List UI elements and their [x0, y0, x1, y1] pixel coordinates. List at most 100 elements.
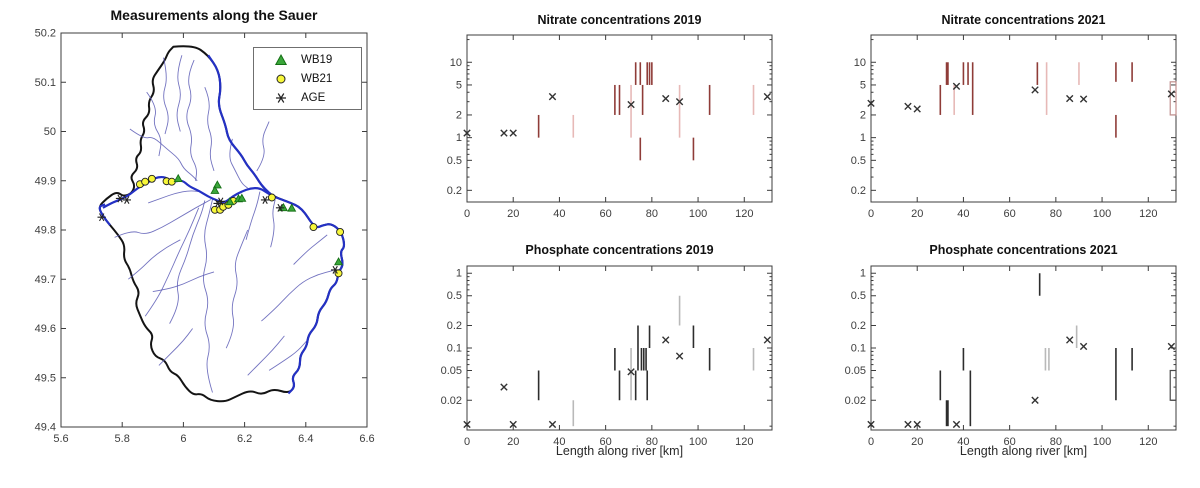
legend-item-wb19: WB19 [274, 51, 357, 69]
station-measurement-x [500, 129, 508, 137]
tributary-river [144, 207, 200, 317]
river-network [114, 55, 334, 393]
x-tick-label: 6.2 [237, 433, 252, 445]
station-measurement-x [1031, 86, 1039, 94]
nitrate-2021-panel: 0 20 40 60 80 100 120 0.2 0.5 1 2 5 10 [851, 34, 1177, 220]
map-legend: WB19 WB21 AGE [253, 47, 362, 110]
age-marker [216, 197, 225, 206]
wb19-marker [278, 202, 289, 212]
station-measurement-x [867, 99, 875, 108]
y-tick-label: 0.1 [447, 343, 462, 355]
main-river-sauer [207, 54, 275, 198]
station-measurement-x [952, 420, 961, 429]
x-tick-label: 6.6 [359, 433, 374, 445]
x-tick-label: 80 [646, 436, 658, 448]
wb21-marker [336, 228, 345, 236]
wb19-marker [212, 180, 222, 189]
nitrate-2019-title: Nitrate concentrations 2019 [537, 13, 702, 27]
y-tick-label: 1 [456, 268, 462, 280]
legend-label-wb19: WB19 [301, 53, 333, 66]
y-tick-label: 49.4 [35, 422, 56, 434]
age-marker [122, 195, 131, 204]
x-tick-label: 100 [1093, 208, 1111, 220]
age-marker [260, 195, 270, 204]
phosphate-2019-panel: 0 20 40 60 80 100 120 0.02 0.05 0.1 0.2 0.5 1 [441, 265, 773, 448]
tributary-river [256, 121, 270, 172]
station-measurement-x [952, 82, 961, 90]
y-tick-label: 5 [456, 79, 462, 91]
axes-box [870, 34, 1177, 203]
tributary-river [163, 57, 169, 135]
main-river-sauer [273, 195, 346, 395]
edge-range-box [1169, 81, 1177, 116]
x-tick-label: 120 [1139, 436, 1157, 448]
phosphate-2019-title: Phosphate concentrations 2019 [525, 243, 714, 257]
y-tick-label: 1 [860, 132, 866, 144]
tributary-river [261, 269, 334, 322]
tributary-river [247, 335, 285, 376]
nitrate-2021-title: Nitrate concentrations 2021 [941, 13, 1106, 27]
wb19-marker [237, 193, 247, 202]
x-tick-label: 40 [957, 208, 969, 220]
station-measurement-x [675, 97, 684, 106]
tributary-river [225, 229, 249, 349]
map-title: Measurements along the Sauer [110, 7, 318, 23]
station-measurement-x [1079, 342, 1088, 351]
x-tick-label: 20 [911, 208, 923, 220]
station-measurement-x [1031, 396, 1039, 404]
y-tick-label: 0.02 [441, 395, 462, 407]
y-tick-label: 49.5 [35, 372, 56, 384]
x-tick-label: 120 [1139, 208, 1157, 220]
x-tick-label: 60 [1004, 436, 1016, 448]
x-tick-label: 80 [1050, 208, 1062, 220]
axes-box [466, 34, 773, 203]
legend-item-wb21: WB21 [274, 70, 357, 88]
wb19-marker [173, 173, 183, 183]
axes-box [466, 265, 773, 431]
tributary-river [152, 271, 215, 293]
wb21-marker [309, 223, 318, 231]
station-measurement-x [1079, 95, 1088, 103]
x-tick-label: 80 [1050, 436, 1062, 448]
x-tick-label: 6 [180, 433, 186, 445]
station-measurement-x [1167, 90, 1176, 98]
station-measurement-x [627, 368, 635, 376]
wb19-triangle-icon [274, 53, 288, 65]
tributary-river [128, 239, 181, 280]
phosphate-2019-xaxis-label: Length along river [km] [555, 444, 684, 458]
tributary-river [268, 338, 310, 371]
tributary-river [229, 138, 248, 189]
tributary-river [186, 59, 197, 181]
x-tick-label: 60 [600, 436, 612, 448]
x-tick-label: 100 [689, 208, 707, 220]
station-measurement-x [1066, 94, 1074, 103]
y-tick-label: 49.9 [35, 175, 56, 187]
tributary-river [203, 199, 213, 393]
y-tick-label: 0.05 [441, 365, 462, 377]
station-measurement-x [763, 92, 772, 101]
station-measurement-x [662, 336, 670, 344]
x-tick-label: 0 [464, 436, 470, 448]
x-tick-label: 40 [553, 208, 565, 220]
station-measurement-x [509, 420, 517, 429]
x-tick-label: 0 [868, 208, 874, 220]
station-measurement-x [463, 420, 471, 429]
age-marker [330, 265, 340, 274]
edge-range-box [1169, 369, 1177, 401]
x-tick-label: 5.8 [115, 433, 130, 445]
y-tick-label: 50 [44, 126, 56, 138]
station-measurement-x [675, 352, 684, 360]
y-tick-label: 0.5 [447, 290, 462, 302]
age-marker [115, 194, 125, 203]
station-measurement-x [1167, 342, 1176, 351]
wb19-marker [210, 185, 220, 194]
x-tick-label: 5.6 [53, 433, 68, 445]
y-tick-label: 2 [860, 109, 866, 121]
tributary-river [148, 190, 199, 204]
y-tick-label: 0.2 [447, 185, 462, 197]
station-measurement-x [500, 383, 508, 391]
y-tick-label: 49.6 [35, 323, 56, 335]
wb19-marker [225, 197, 235, 206]
wb21-marker [147, 174, 156, 183]
station-measurement-x [548, 92, 557, 101]
